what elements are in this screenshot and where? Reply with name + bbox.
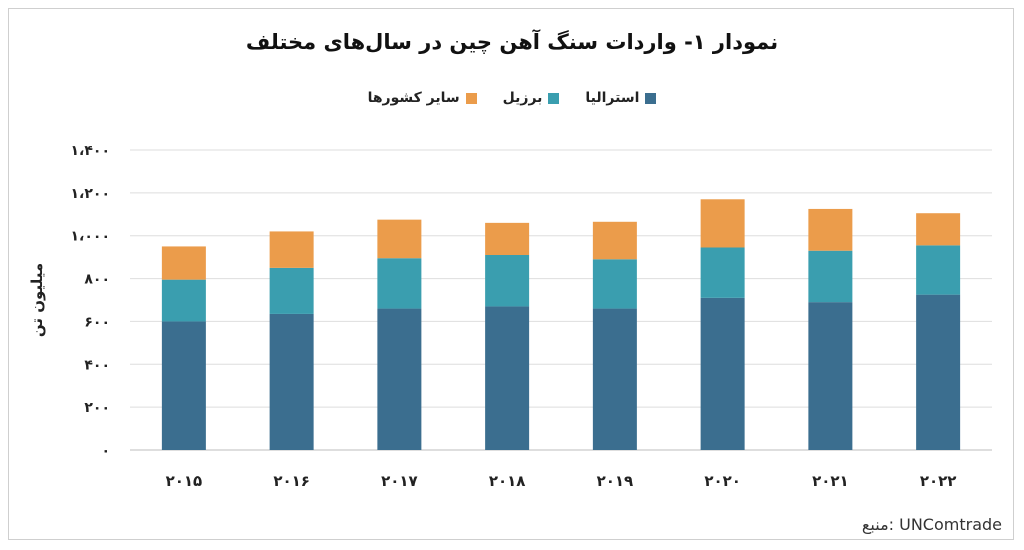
legend-swatch-australia	[645, 92, 657, 104]
y-tick-label: ۴۰۰	[84, 357, 110, 373]
legend-label-australia: استرالیا	[585, 90, 640, 106]
bar-segment	[269, 231, 314, 268]
y-tick-label: ۶۰۰	[84, 314, 110, 330]
source-note: منبع: UNComtrade	[861, 515, 1002, 534]
y-tick-label: ۱،۴۰۰	[71, 143, 111, 159]
y-tick-label: ۸۰۰	[84, 272, 110, 288]
y-axis-label: میلیون تن	[28, 263, 46, 337]
y-tick-label: ۰	[101, 443, 110, 459]
bar-segment	[592, 221, 637, 260]
bar-segment	[592, 308, 637, 450]
x-tick-label: ۲۰۱۸	[489, 472, 526, 490]
legend-item-australia: استرالیا	[585, 90, 657, 106]
bar-segment	[916, 245, 961, 295]
y-tick-label: ۲۰۰	[84, 400, 110, 416]
x-tick-label: ۲۰۱۵	[166, 472, 203, 490]
bar-segment	[916, 294, 961, 450]
x-tick-label: ۲۰۲۲	[920, 472, 957, 490]
bar-segment	[161, 321, 206, 450]
x-tick-label: ۲۰۲۱	[812, 472, 849, 490]
bar-segment	[808, 208, 853, 251]
bar-segment	[916, 213, 961, 246]
x-tick-label: ۲۰۱۶	[273, 472, 310, 490]
bar-segment	[161, 279, 206, 322]
bar-segment	[700, 247, 745, 298]
legend-item-others: سایر کشورها	[368, 90, 477, 106]
bar-segment	[808, 250, 853, 303]
x-tick-label: ۲۰۱۹	[597, 472, 634, 490]
bar-segment	[377, 258, 422, 309]
legend-item-brazil: برزیل	[503, 90, 560, 106]
bar-segment	[377, 308, 422, 450]
legend: استرالیا برزیل سایر کشورها	[0, 90, 1024, 106]
bar-segment	[700, 199, 745, 248]
legend-swatch-others	[465, 92, 477, 104]
bar-segment	[269, 267, 314, 314]
legend-label-others: سایر کشورها	[367, 90, 460, 106]
y-tick-label: ۱،۲۰۰	[71, 186, 111, 202]
bar-segment	[161, 246, 206, 280]
x-tick-label: ۲۰۲۰	[704, 472, 741, 490]
x-tick-label: ۲۰۱۷	[381, 472, 418, 490]
bar-segment	[700, 297, 745, 450]
bar-segment	[592, 259, 637, 309]
bar-segment	[485, 255, 530, 307]
bar-segment	[485, 222, 530, 255]
chart-title: نمودار ۱- واردات سنگ آهن چین در سال‌های …	[245, 30, 779, 54]
y-tick-label: ۱،۰۰۰	[71, 229, 111, 245]
bar-segment	[377, 219, 422, 259]
bar-segment	[808, 302, 853, 450]
legend-label-brazil: برزیل	[502, 90, 543, 106]
bar-segment	[269, 313, 314, 450]
legend-swatch-brazil	[548, 92, 560, 104]
bar-segment	[485, 306, 530, 450]
